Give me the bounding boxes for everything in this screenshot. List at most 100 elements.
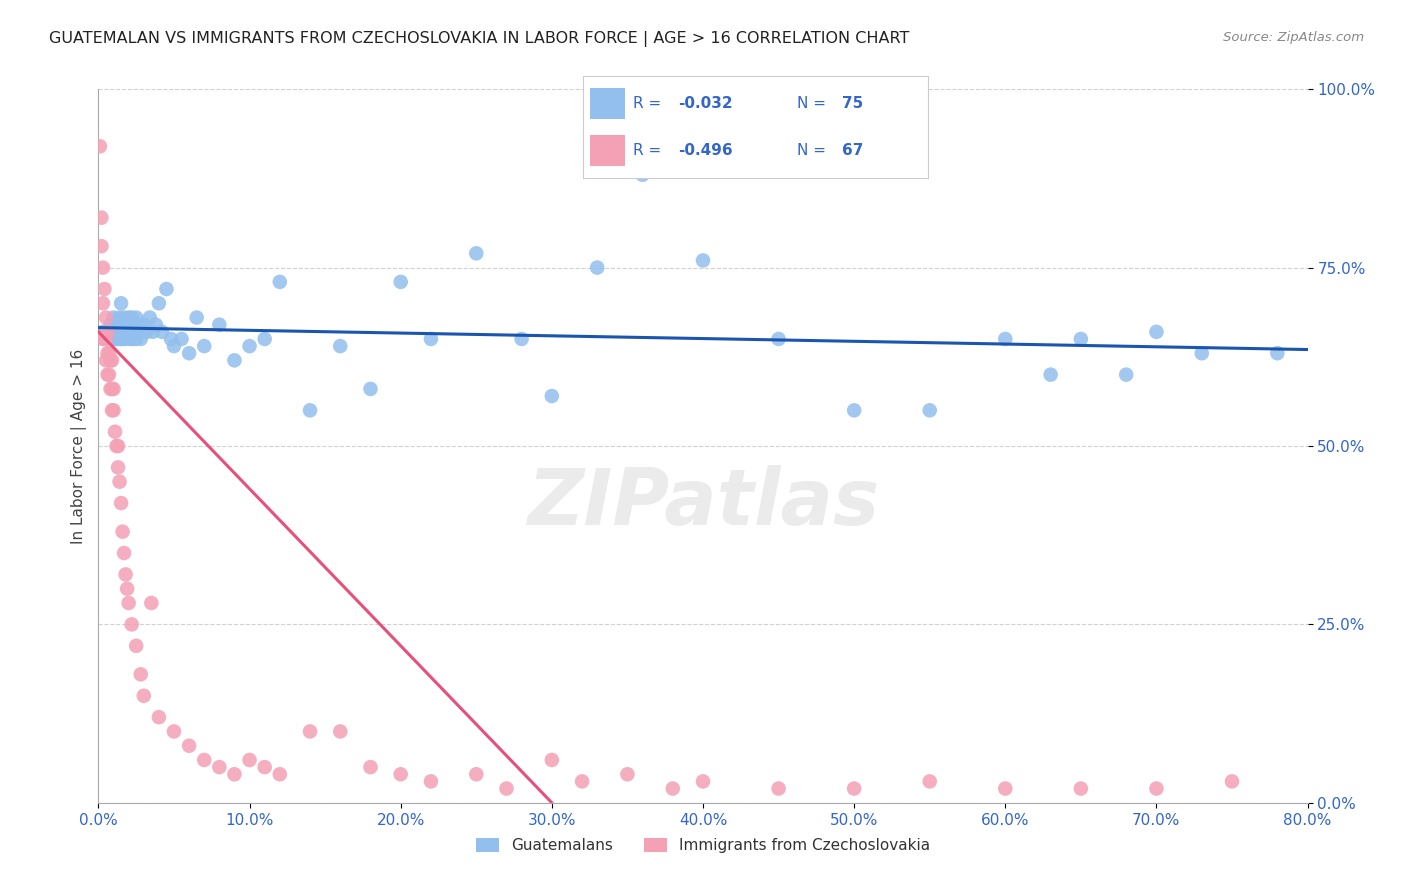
- Point: [105, 325, 128, 339]
- Point: [129, 667, 152, 681]
- Point: [101, 353, 124, 368]
- Point: [1191, 346, 1213, 360]
- Text: N =: N =: [797, 144, 831, 158]
- Point: [179, 346, 201, 360]
- Point: [101, 382, 124, 396]
- Point: [768, 332, 790, 346]
- Point: [253, 760, 276, 774]
- Point: [90, 239, 112, 253]
- Y-axis label: In Labor Force | Age > 16: In Labor Force | Age > 16: [72, 349, 87, 543]
- Point: [844, 403, 866, 417]
- Point: [239, 753, 262, 767]
- Point: [150, 325, 173, 339]
- Point: [1220, 774, 1243, 789]
- Point: [89, 139, 111, 153]
- Point: [121, 310, 143, 325]
- Point: [94, 332, 117, 346]
- Point: [107, 460, 129, 475]
- Point: [91, 260, 114, 275]
- Point: [148, 296, 170, 310]
- Point: [163, 339, 186, 353]
- Point: [94, 353, 117, 368]
- Point: [118, 310, 141, 325]
- Point: [994, 781, 1017, 796]
- Point: [253, 332, 276, 346]
- Point: [114, 318, 136, 332]
- Point: [465, 246, 488, 260]
- Point: [329, 339, 352, 353]
- Point: [360, 760, 382, 774]
- Point: [94, 325, 117, 339]
- Point: [145, 318, 167, 332]
- Point: [115, 325, 138, 339]
- Point: [108, 475, 131, 489]
- Point: [631, 168, 654, 182]
- Point: [510, 332, 533, 346]
- Point: [135, 325, 157, 339]
- Point: [118, 596, 141, 610]
- Point: [108, 325, 131, 339]
- Point: [100, 382, 122, 396]
- Point: [103, 325, 125, 339]
- Point: [239, 339, 262, 353]
- Point: [114, 332, 136, 346]
- Point: [193, 753, 215, 767]
- Point: [107, 439, 129, 453]
- Point: [110, 296, 132, 310]
- Point: [124, 318, 146, 332]
- Point: [128, 318, 150, 332]
- Point: [208, 318, 231, 332]
- Point: [96, 368, 118, 382]
- Point: [91, 325, 114, 339]
- Point: [918, 403, 941, 417]
- Point: [139, 310, 162, 325]
- Text: 75: 75: [842, 96, 863, 111]
- Text: -0.496: -0.496: [678, 144, 733, 158]
- Point: [193, 339, 215, 353]
- Point: [844, 781, 866, 796]
- Point: [299, 403, 322, 417]
- Point: [96, 325, 118, 339]
- Text: Source: ZipAtlas.com: Source: ZipAtlas.com: [1223, 31, 1364, 45]
- Point: [163, 724, 186, 739]
- Point: [94, 310, 117, 325]
- Point: [114, 567, 136, 582]
- Text: 67: 67: [842, 144, 863, 158]
- Point: [148, 710, 170, 724]
- Point: [1070, 332, 1092, 346]
- Point: [125, 639, 148, 653]
- Point: [118, 325, 141, 339]
- Point: [121, 325, 143, 339]
- Point: [93, 282, 115, 296]
- Point: [586, 260, 609, 275]
- Point: [768, 781, 790, 796]
- Point: [111, 524, 134, 539]
- Point: [127, 325, 149, 339]
- Point: [103, 382, 125, 396]
- Point: [129, 332, 152, 346]
- Point: [661, 781, 683, 796]
- Point: [115, 582, 138, 596]
- Point: [299, 724, 322, 739]
- Point: [122, 332, 145, 346]
- Point: [1267, 346, 1289, 360]
- Point: [90, 211, 112, 225]
- Point: [918, 774, 941, 789]
- Text: GUATEMALAN VS IMMIGRANTS FROM CZECHOSLOVAKIA IN LABOR FORCE | AGE > 16 CORRELATI: GUATEMALAN VS IMMIGRANTS FROM CZECHOSLOV…: [49, 31, 910, 47]
- Text: ZIPatlas: ZIPatlas: [527, 465, 879, 541]
- Point: [389, 275, 412, 289]
- Point: [224, 353, 246, 368]
- Point: [121, 617, 143, 632]
- Text: R =: R =: [634, 144, 666, 158]
- Point: [108, 310, 131, 325]
- Point: [96, 346, 118, 360]
- FancyBboxPatch shape: [591, 88, 624, 119]
- Point: [103, 310, 125, 325]
- Point: [93, 332, 115, 346]
- Point: [160, 332, 183, 346]
- Point: [103, 403, 125, 417]
- Point: [100, 353, 122, 368]
- Point: [1115, 368, 1137, 382]
- Point: [104, 425, 127, 439]
- Point: [420, 332, 443, 346]
